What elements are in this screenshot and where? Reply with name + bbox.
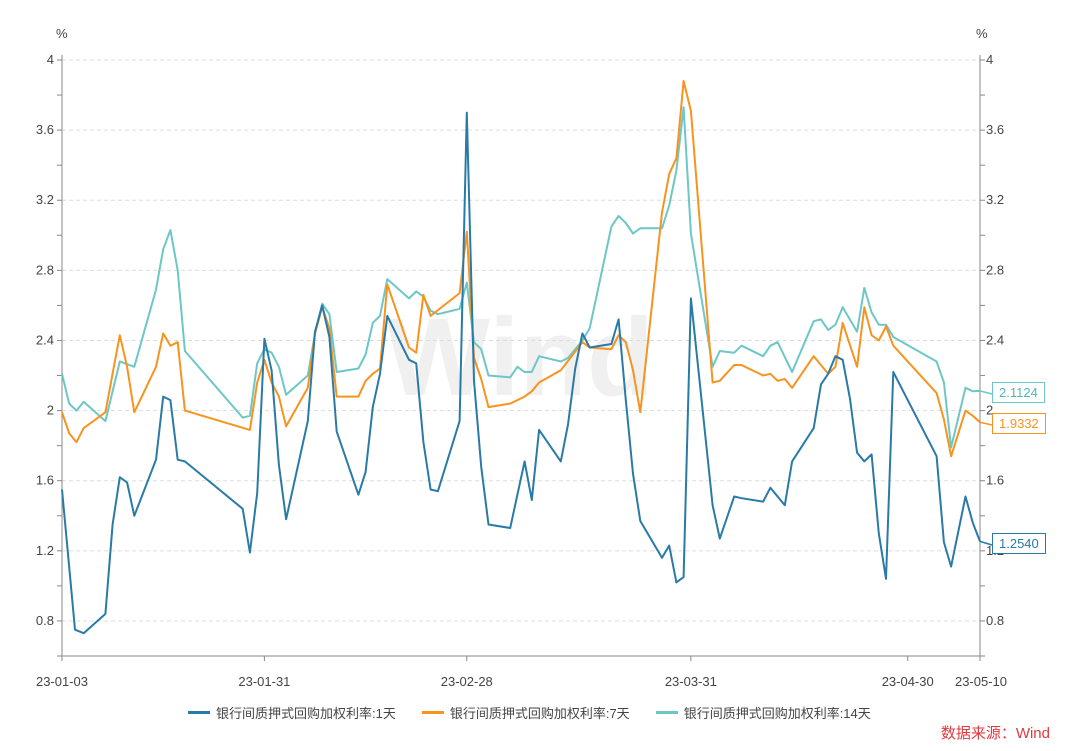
left-axis-unit: % <box>56 26 68 41</box>
y-tick-label-right: 2 <box>986 403 993 418</box>
data-source: 数据来源：Wind <box>940 725 1050 742</box>
legend-swatch <box>655 711 678 714</box>
end-value-label-14d: 2.1124 <box>992 382 1045 403</box>
y-tick-label-right: 0.8 <box>986 613 1004 628</box>
legend-label: 银行间质押式回购加权利率:1天 <box>216 706 396 721</box>
legend-swatch <box>188 711 210 714</box>
y-tick-label-left: 3.6 <box>36 122 54 137</box>
y-tick-label-left: 1.6 <box>36 473 54 488</box>
end-value-label-1d: 1.2540 <box>992 533 1046 554</box>
y-tick-label-right: 1.6 <box>986 473 1004 488</box>
y-tick-label-right: 4 <box>986 52 993 67</box>
y-tick-label-left: 2.8 <box>36 262 54 277</box>
series-line-2 <box>61 106 981 449</box>
legend: 银行间质押式回购加权利率:1天 银行间质押式回购加权利率:7天 银行间质押式回购… <box>188 703 871 722</box>
watermark: Wind <box>386 296 654 419</box>
legend-label: 银行间质押式回购加权利率:7天 <box>449 706 630 721</box>
y-tick-label-left: 3.2 <box>36 192 54 207</box>
y-tick-label-left: 1.2 <box>36 543 54 558</box>
end-label-pointer <box>979 421 993 426</box>
x-tick-label: 23-05-10 <box>955 674 1007 689</box>
legend-item-1d[interactable]: 银行间质押式回购加权利率:1天 <box>188 703 396 722</box>
y-tick-label-right: 3.2 <box>986 192 1004 207</box>
legend-item-7d[interactable]: 银行间质押式回购加权利率:7天 <box>421 703 630 722</box>
end-value-label-7d: 1.9332 <box>992 413 1046 434</box>
y-tick-label-left: 2 <box>47 403 54 418</box>
y-tick-label-right: 2.8 <box>986 262 1004 277</box>
legend-swatch <box>421 711 444 714</box>
x-tick-label: 23-04-30 <box>882 674 934 689</box>
y-tick-label-left: 0.8 <box>36 613 54 628</box>
end-label-pointer <box>979 540 993 546</box>
x-tick-label: 23-01-31 <box>238 674 290 689</box>
x-tick-label: 23-03-31 <box>665 674 717 689</box>
y-tick-label-right: 3.6 <box>986 122 1004 137</box>
series-line-0 <box>61 111 981 635</box>
x-tick-label: 23-01-03 <box>36 674 88 689</box>
y-tick-label-right: 2.4 <box>986 332 1004 347</box>
end-label-pointer <box>979 390 993 395</box>
x-tick-label: 23-02-28 <box>441 674 493 689</box>
y-tick-label-left: 2.4 <box>36 332 54 347</box>
series-line-1 <box>61 80 981 458</box>
legend-item-14d[interactable]: 银行间质押式回购加权利率:14天 <box>655 703 871 722</box>
right-axis-unit: % <box>976 26 988 41</box>
y-tick-label-left: 4 <box>47 52 54 67</box>
legend-label: 银行间质押式回购加权利率:14天 <box>683 706 871 721</box>
